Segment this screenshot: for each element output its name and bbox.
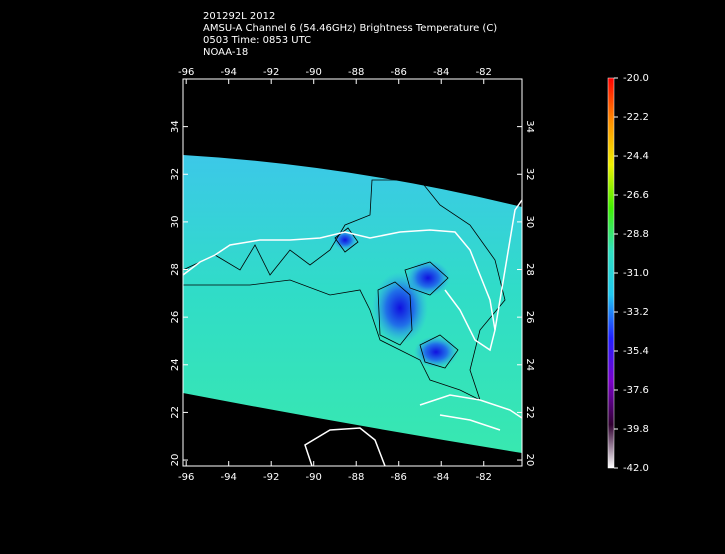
colorbar-label: -31.0 (623, 268, 649, 279)
colorbar-label: -42.0 (623, 463, 649, 474)
y-tick-label: 34 (170, 120, 181, 133)
colorbar-label: -22.2 (623, 112, 649, 123)
x-tick-label: -84 (433, 67, 449, 78)
x-tick-label: -82 (476, 67, 492, 78)
map-frame (182, 78, 523, 467)
colorbar-label: -28.8 (623, 229, 649, 240)
colorbar-label: -26.6 (623, 190, 649, 201)
y-tick-label: 22 (170, 406, 181, 419)
x-tick-label: -88 (348, 472, 364, 483)
y-tick-label: 24 (170, 358, 181, 371)
title-line: NOAA-18 (203, 47, 248, 58)
y-tick-label: 28 (524, 263, 535, 276)
y-tick-label: 32 (524, 168, 535, 181)
colorbar-scale (607, 77, 615, 469)
swath (183, 155, 522, 453)
y-tick-label: 26 (524, 311, 535, 324)
x-tick-label: -92 (263, 67, 279, 78)
cold-region (414, 336, 458, 368)
y-tick-label: 34 (524, 120, 535, 133)
coastline (183, 199, 522, 466)
title-line: 0503 Time: 0853 UTC (203, 35, 311, 46)
colorbar-label: -39.8 (623, 424, 649, 435)
title-line: 201292L 2012 (203, 11, 275, 22)
colorbar-label: -33.2 (623, 307, 649, 318)
x-tick-label: -94 (221, 472, 237, 483)
x-tick-label: -94 (221, 67, 237, 78)
colorbar-label: -37.6 (623, 385, 649, 396)
y-tick-label: 32 (170, 168, 181, 181)
y-tick-label: 22 (524, 406, 535, 419)
contours (183, 179, 506, 401)
map-area (183, 79, 522, 466)
x-tick-label: -86 (391, 67, 407, 78)
cold-region (406, 260, 450, 296)
y-tick-label: 24 (524, 358, 535, 371)
x-tick-label: -86 (391, 472, 407, 483)
x-tick-label: -84 (433, 472, 449, 483)
y-tick-label: 28 (170, 263, 181, 276)
title-line: AMSU-A Channel 6 (54.46GHz) Brightness T… (203, 23, 497, 34)
y-tick-label: 20 (524, 454, 535, 467)
colorbar-label: -35.4 (623, 346, 649, 357)
x-tick-label: -96 (178, 67, 194, 78)
colorbar: -20.0 -22.2 -24.4 -26.6 -28.8 -31.0 -33.2 -35.4… (607, 73, 649, 474)
x-tick-label: -90 (306, 67, 322, 78)
colorbar-label: -20.0 (623, 73, 649, 84)
x-tick-label: -90 (306, 472, 322, 483)
axes: -96 -96 -94 -94 -92 -92 -90 -90 -88 -88 -86 -86 -84 -… (170, 67, 535, 483)
y-tick-label: 26 (170, 311, 181, 324)
x-tick-label: -96 (178, 472, 194, 483)
y-tick-label: 20 (170, 454, 181, 467)
x-tick-label: -82 (476, 472, 492, 483)
y-tick-label: 30 (170, 216, 181, 229)
colorbar-label: -24.4 (623, 151, 649, 162)
x-tick-label: -88 (348, 67, 364, 78)
y-tick-label: 30 (524, 216, 535, 229)
x-tick-label: -92 (263, 472, 279, 483)
